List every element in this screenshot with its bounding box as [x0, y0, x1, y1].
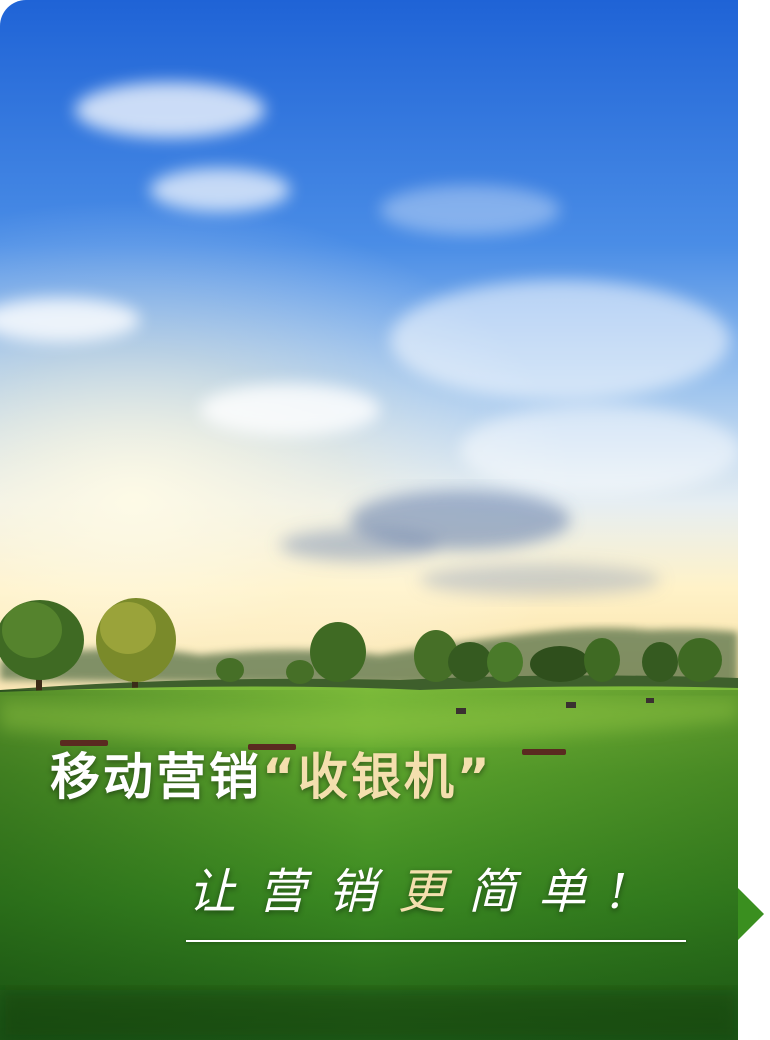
headline: 移动营销“收银机”: [50, 752, 493, 802]
slogan-part-1: 让营销: [188, 864, 399, 920]
slogan: 让营销更简单!: [188, 868, 683, 916]
slogan-underline: [186, 940, 686, 942]
headline-quoted: “收银机”: [262, 748, 493, 806]
headline-main: 移动营销: [50, 748, 262, 806]
side-pointer-arrow: [738, 888, 764, 940]
golf-course-photo: [0, 0, 738, 1040]
slogan-part-2: 更: [398, 864, 469, 920]
hero-banner: 移动营销“收银机” 让营销更简单!: [0, 0, 738, 1040]
slogan-part-3: 简单!: [468, 864, 650, 920]
